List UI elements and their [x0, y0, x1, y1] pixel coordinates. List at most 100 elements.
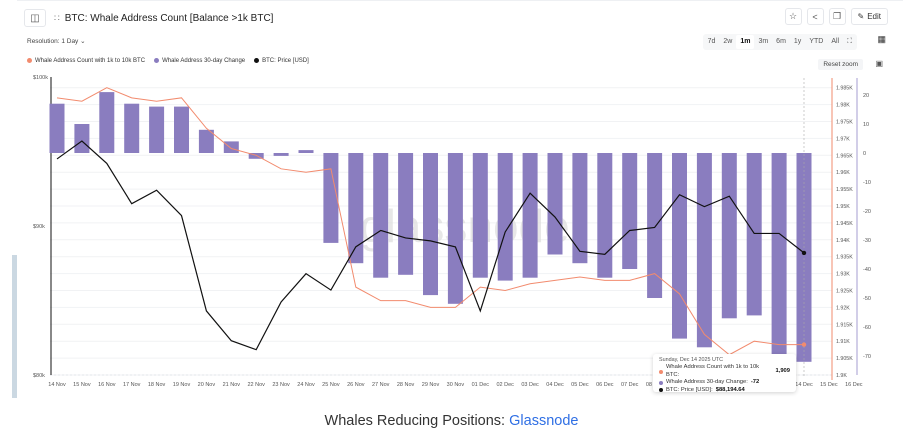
- svg-text:1.935K: 1.935K: [836, 255, 853, 261]
- svg-text:16 Nov: 16 Nov: [98, 382, 116, 388]
- tooltip-label: Whale Address Count with 1k to 10k BTC:: [665, 364, 760, 378]
- tooltip-label: BTC: Price [USD]:: [666, 386, 713, 393]
- source-link[interactable]: Glassnode: [509, 413, 579, 429]
- tooltip-label: Whale Address 30-day Change:: [666, 379, 748, 385]
- svg-text:01 Dec: 01 Dec: [472, 382, 490, 388]
- range-1y[interactable]: 1y: [793, 38, 802, 45]
- svg-text:28 Nov: 28 Nov: [397, 382, 415, 388]
- svg-text:15 Dec: 15 Dec: [820, 382, 838, 388]
- svg-text:1.945K: 1.945K: [836, 221, 853, 227]
- svg-text:1.985K: 1.985K: [836, 86, 853, 92]
- tooltip-date: Sunday, Dec 14 2025 UTC: [659, 357, 724, 363]
- caption-text: Whales Reducing Positions:: [324, 413, 510, 429]
- svg-text:20 Nov: 20 Nov: [198, 382, 216, 388]
- svg-text:04 Dec: 04 Dec: [546, 382, 564, 388]
- svg-text:1.965K: 1.965K: [836, 153, 853, 159]
- range-2w[interactable]: 2w: [723, 38, 733, 45]
- image-caption: Whales Reducing Positions: Glassnode: [0, 413, 903, 429]
- sidebar-toggle-icon[interactable]: ◫: [24, 9, 46, 27]
- dot-icon: [659, 388, 663, 393]
- copy-icon[interactable]: ❐: [828, 8, 846, 25]
- star-icon[interactable]: ☆: [784, 8, 802, 25]
- svg-text:21 Nov: 21 Nov: [223, 382, 241, 388]
- range-1m[interactable]: 1m: [736, 35, 755, 49]
- svg-text:10: 10: [863, 122, 869, 128]
- svg-text:14 Nov: 14 Nov: [48, 382, 66, 388]
- tooltip-value: 1,909: [775, 367, 790, 374]
- range-6m[interactable]: 6m: [776, 38, 786, 45]
- svg-text:0: 0: [863, 151, 866, 157]
- svg-text:-20: -20: [863, 209, 871, 215]
- svg-text:29 Nov: 29 Nov: [422, 382, 440, 388]
- tooltip-row: BTC: Price [USD]: $88,194.64: [659, 387, 790, 395]
- svg-text:26 Nov: 26 Nov: [347, 382, 365, 388]
- svg-text:25 Nov: 25 Nov: [322, 382, 340, 388]
- svg-text:03 Dec: 03 Dec: [521, 382, 539, 388]
- svg-text:14 Dec: 14 Dec: [795, 382, 813, 388]
- range-selector: 7d 2w 1m 3m 6m 1y YTD All ⛶: [702, 34, 857, 50]
- legend-item-whale-count[interactable]: Whale Address Count with 1k to 10k BTC: [27, 58, 145, 64]
- svg-text:1.93K: 1.93K: [836, 272, 850, 278]
- svg-text:19 Nov: 19 Nov: [173, 382, 191, 388]
- svg-text:1.97K: 1.97K: [836, 136, 850, 142]
- share-icon[interactable]: <: [806, 8, 824, 25]
- calendar-icon[interactable]: ▦: [877, 34, 886, 44]
- svg-text:23 Nov: 23 Nov: [272, 382, 290, 388]
- svg-text:1.915K: 1.915K: [836, 322, 853, 328]
- legend-label: BTC: Price [USD]: [262, 58, 309, 65]
- edit-button[interactable]: ✎ Edit: [850, 8, 888, 25]
- dot-icon: [254, 58, 260, 63]
- legend-item-30d-change[interactable]: Whale Address 30-day Change: [154, 58, 245, 64]
- svg-text:05 Dec: 05 Dec: [571, 382, 589, 388]
- zoom-select-icon[interactable]: ⛶: [847, 38, 852, 45]
- svg-text:15 Nov: 15 Nov: [73, 382, 91, 388]
- dot-icon: [27, 58, 32, 63]
- dot-icon: [659, 380, 663, 385]
- svg-text:06 Dec: 06 Dec: [596, 382, 614, 388]
- range-7d[interactable]: 7d: [707, 38, 716, 45]
- scrollbar[interactable]: [12, 255, 17, 398]
- svg-text:glassnode: glassnode: [360, 200, 570, 252]
- camera-icon[interactable]: ▣: [875, 59, 883, 68]
- tooltip-row: Whale Address 30-day Change: -72: [659, 379, 790, 387]
- svg-text:-10: -10: [863, 180, 871, 186]
- range-all[interactable]: All: [831, 38, 840, 45]
- svg-text:17 Nov: 17 Nov: [123, 382, 141, 388]
- svg-text:1.96K: 1.96K: [836, 170, 850, 176]
- dot-icon: [659, 369, 663, 374]
- svg-text:27 Nov: 27 Nov: [372, 382, 390, 388]
- edit-label: Edit: [867, 12, 881, 21]
- svg-text:07 Dec: 07 Dec: [621, 382, 639, 388]
- range-ytd[interactable]: YTD: [809, 38, 824, 45]
- dot-icon: [154, 58, 160, 63]
- svg-text:1.91K: 1.91K: [836, 339, 850, 345]
- tooltip-value: $88,194.64: [715, 386, 745, 393]
- svg-text:1.92K: 1.92K: [836, 305, 850, 311]
- svg-text:$80k: $80k: [33, 373, 45, 379]
- tooltip-row: Whale Address Count with 1k to 10k BTC: 1…: [659, 364, 790, 379]
- svg-text:30 Nov: 30 Nov: [447, 382, 465, 388]
- legend-label: Whale Address 30-day Change: [162, 58, 246, 65]
- svg-text:-30: -30: [863, 238, 871, 244]
- drag-handle-icon[interactable]: ∷: [54, 12, 60, 23]
- reset-zoom-button[interactable]: Reset zoom: [818, 59, 863, 70]
- chart-tooltip: Sunday, Dec 14 2025 UTC Whale Address Co…: [653, 354, 796, 395]
- svg-text:1.925K: 1.925K: [836, 289, 853, 295]
- svg-text:-50: -50: [863, 296, 871, 302]
- svg-text:1.94K: 1.94K: [836, 238, 850, 244]
- svg-text:1.975K: 1.975K: [836, 120, 853, 126]
- svg-text:1.98K: 1.98K: [836, 103, 850, 109]
- chart-title: ∷ BTC: Whale Address Count [Balance >1k …: [54, 13, 273, 24]
- chart-legend: Whale Address Count with 1k to 10k BTC W…: [27, 58, 309, 64]
- svg-text:20: 20: [863, 93, 869, 99]
- svg-text:24 Nov: 24 Nov: [297, 382, 315, 388]
- svg-text:1.95K: 1.95K: [836, 204, 850, 210]
- svg-text:-70: -70: [863, 354, 871, 360]
- legend-item-price[interactable]: BTC: Price [USD]: [254, 58, 309, 64]
- chart-canvas[interactable]: $100k $90k $80k 1.9K 1.905K 1.91K 1.915K 1.92K 1…: [0, 70, 903, 400]
- range-3m[interactable]: 3m: [758, 38, 769, 45]
- svg-text:1.905K: 1.905K: [836, 356, 853, 362]
- resolution-dropdown[interactable]: Resolution: 1 Day ⌄: [27, 37, 86, 45]
- pencil-icon: ✎: [857, 12, 865, 21]
- chart-title-text: BTC: Whale Address Count [Balance >1k BT…: [64, 12, 274, 24]
